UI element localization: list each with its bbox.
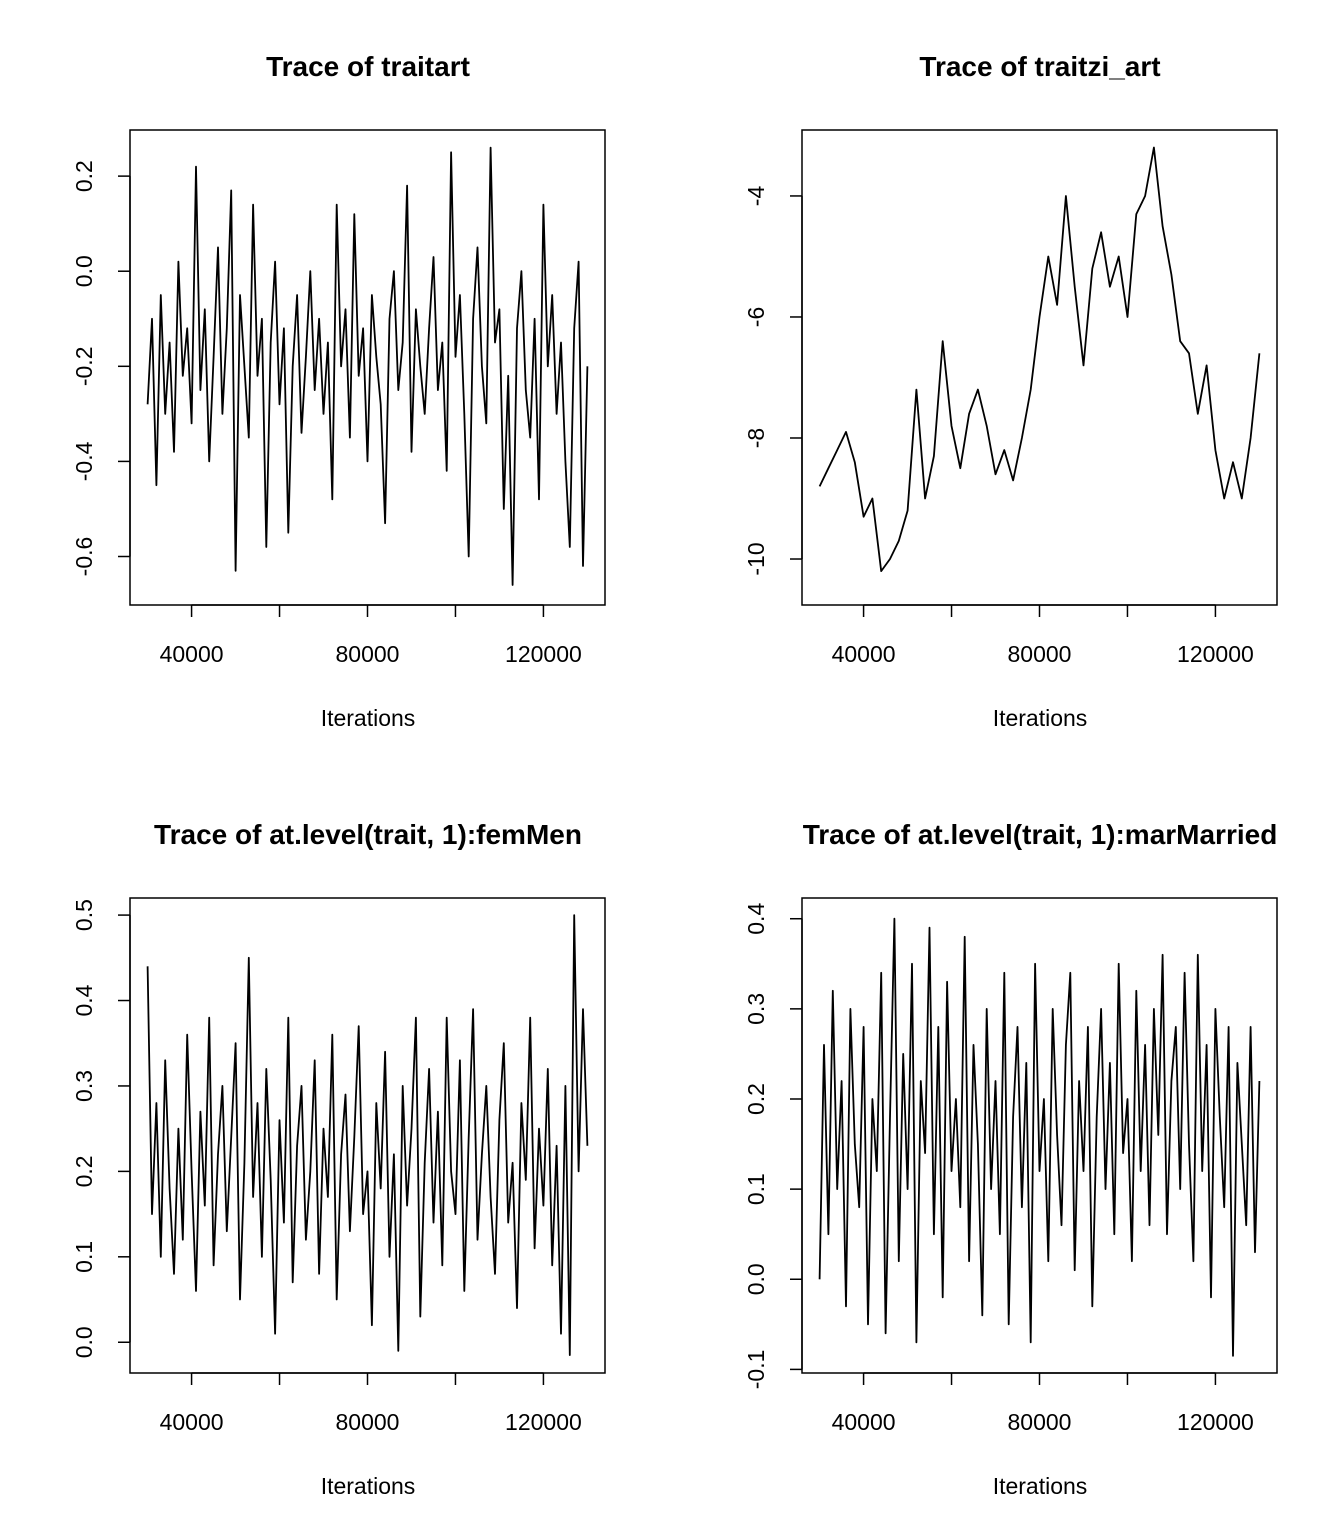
y-tick-label: 0.2: [71, 160, 97, 192]
x-tick-label: 40000: [160, 641, 224, 667]
trace-line: [146, 146, 589, 586]
y-tick-label: -4: [743, 186, 769, 207]
y-tick-label: -0.2: [71, 346, 97, 386]
trace-line: [146, 914, 589, 1356]
x-axis-label: Iterations: [321, 1473, 416, 1499]
y-tick-label: -6: [743, 307, 769, 327]
chart-title: Trace of at.level(trait, 1):femMen: [154, 819, 582, 850]
y-tick-label: 0.2: [71, 1155, 97, 1187]
trace-panel: Trace of traitzi_art 40000 80000 120000 Iter…: [743, 51, 1278, 731]
trace-panel: Trace of traitart 40000 80000 120000 Iterati…: [71, 51, 606, 731]
y-tick-label: 0.0: [743, 1263, 769, 1295]
x-tick-label: 80000: [336, 641, 400, 667]
chart-title: Trace of traitart: [266, 51, 470, 82]
trace-panel: Trace of at.level(trait, 1):marMarried 40…: [743, 819, 1278, 1499]
trace-line: [818, 917, 1261, 1357]
y-tick-label: 0.4: [71, 984, 97, 1016]
x-tick-label: 40000: [832, 1409, 896, 1435]
x-axis-label: Iterations: [321, 705, 416, 731]
y-tick-label: 0.3: [71, 1070, 97, 1102]
trace-line: [818, 146, 1261, 572]
x-tick-label: 80000: [1008, 1409, 1072, 1435]
y-tick-label: 0.5: [71, 899, 97, 931]
x-axis-label: Iterations: [993, 705, 1088, 731]
x-tick-label: 120000: [1177, 1409, 1254, 1435]
y-tick-label: 0.1: [743, 1173, 769, 1205]
x-axis-label: Iterations: [993, 1473, 1088, 1499]
chart-title: Trace of traitzi_art: [919, 51, 1160, 82]
x-tick-label: 80000: [1008, 641, 1072, 667]
x-tick-label: 80000: [336, 1409, 400, 1435]
y-tick-label: 0.0: [71, 255, 97, 287]
trace-panel: Trace of at.level(trait, 1):femMen 40000 8…: [71, 819, 606, 1499]
y-tick-label: -8: [743, 428, 769, 448]
y-tick-label: 0.2: [743, 1083, 769, 1115]
chart-title: Trace of at.level(trait, 1):marMarried: [803, 819, 1278, 850]
x-tick-label: 40000: [832, 641, 896, 667]
x-tick-label: 120000: [505, 1409, 582, 1435]
y-tick-label: -10: [743, 542, 769, 575]
y-tick-label: -0.4: [71, 441, 97, 481]
y-tick-label: 0.3: [743, 993, 769, 1025]
y-tick-label: -0.1: [743, 1350, 769, 1390]
y-tick-label: 0.4: [743, 903, 769, 935]
y-tick-label: 0.1: [71, 1241, 97, 1273]
x-tick-label: 40000: [160, 1409, 224, 1435]
x-tick-label: 120000: [1177, 641, 1254, 667]
y-tick-label: 0.0: [71, 1326, 97, 1358]
x-tick-label: 120000: [505, 641, 582, 667]
y-tick-label: -0.6: [71, 537, 97, 577]
